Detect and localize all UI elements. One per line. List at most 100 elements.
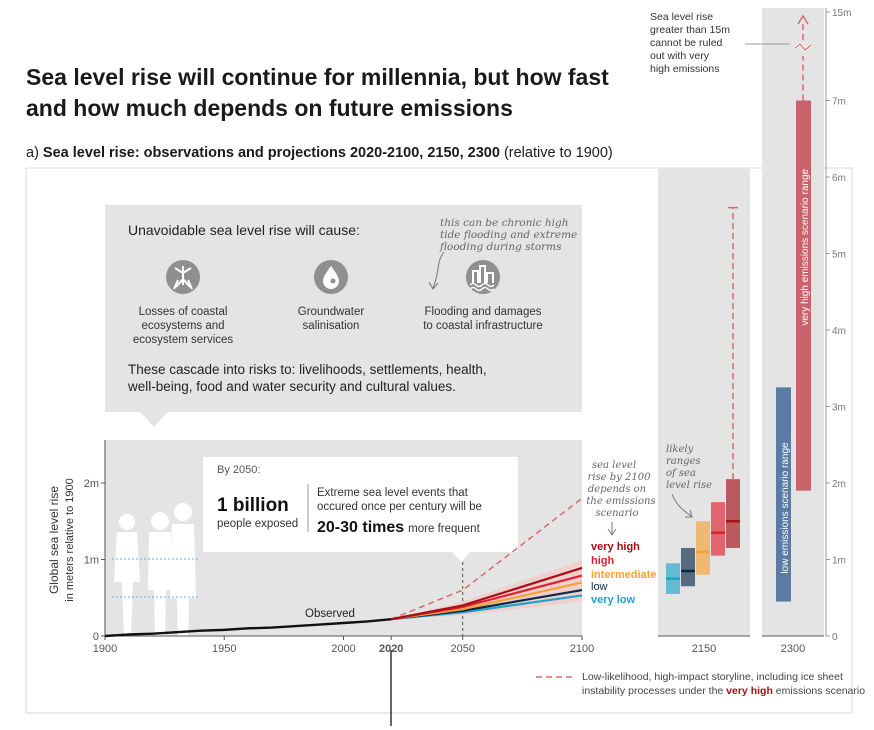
handnote-line-3: flooding during storms bbox=[439, 241, 562, 253]
right-y-tick-label: 15m bbox=[832, 8, 851, 19]
buildings-glyph bbox=[472, 265, 494, 283]
y-axis-left: 0 1m 2m bbox=[84, 440, 106, 643]
figure-frame bbox=[25, 167, 853, 714]
frequency-suffix: more frequent bbox=[408, 523, 480, 535]
handnote-line-2: tide flooding and extreme bbox=[440, 229, 577, 241]
cascade-line-1: These cascade into risks to: livelihoods… bbox=[128, 362, 487, 377]
impact-label-3a: Flooding and damages bbox=[425, 306, 542, 318]
panel-2300 bbox=[762, 8, 824, 636]
scenario-line-very-high bbox=[390, 566, 583, 621]
by2050-box bbox=[203, 457, 518, 562]
storyline-legend: Low-likelihood, high-impact storyline, i… bbox=[536, 671, 865, 697]
range-2300-very-high-emissions bbox=[796, 100, 811, 491]
water-drop-glyph bbox=[323, 266, 339, 289]
likely-line-4: level rise bbox=[666, 480, 712, 491]
top-note-line-4: out with very bbox=[650, 50, 710, 62]
storyline-2300-arrowhead bbox=[797, 14, 809, 25]
projection-layer bbox=[104, 497, 583, 638]
subtitle-prefix: a) bbox=[26, 145, 43, 161]
x-axis: 1900 1950 2000 2020 2050 2100 bbox=[93, 635, 594, 655]
impact-labels: Losses of coastal ecosystems and ecosyst… bbox=[133, 306, 543, 346]
right-y-tick-label: 1m bbox=[832, 556, 846, 567]
y-tick-label: 2m bbox=[84, 478, 99, 490]
likely-note: likely ranges of sea level rise bbox=[666, 444, 712, 491]
right-y-tick-label: 0 bbox=[832, 632, 838, 643]
scenario-label-intermediate: intermediate bbox=[591, 569, 656, 581]
water-drop-dot bbox=[330, 278, 336, 284]
projection-uncertainty-band bbox=[391, 560, 582, 620]
bars-layer: 2150 2300 low emissions scenario range very… bbox=[658, 14, 824, 655]
by2100-line-4: the emissions bbox=[586, 496, 655, 507]
scenario-label-very-low: very low bbox=[591, 594, 635, 606]
observed-label: Observed bbox=[305, 608, 355, 620]
flooded-buildings-icon bbox=[466, 260, 500, 294]
storyline-2100-line bbox=[390, 497, 583, 620]
person-head-2 bbox=[151, 512, 169, 530]
y-tick-label: 0 bbox=[93, 631, 99, 643]
person-body-3 bbox=[170, 524, 196, 636]
x-tick-label: 2000 bbox=[331, 643, 355, 655]
handnote-arrow bbox=[428, 251, 445, 290]
likely-line-2: ranges bbox=[666, 456, 701, 467]
legend-suffix: emissions scenario bbox=[773, 685, 865, 697]
figure-title: Sea level rise will continue for millenn… bbox=[26, 64, 609, 121]
top-note-line-2: greater than 15m bbox=[650, 24, 730, 36]
impact-label-1a: Losses of coastal bbox=[139, 306, 228, 318]
by2100-line-1: sea level bbox=[592, 460, 636, 471]
x-tick-label: 2050 bbox=[451, 643, 475, 655]
range-2150-very-high bbox=[726, 479, 740, 549]
x-tick-label: 2100 bbox=[570, 643, 594, 655]
events-line-2: occured once per century will be bbox=[317, 501, 482, 513]
person-body-2 bbox=[148, 532, 172, 636]
ylabel-sub: in meters relative to 1900 bbox=[64, 478, 76, 602]
by2050-callout: By 2050: 1 billion people exposed Extrem… bbox=[203, 457, 518, 562]
scenario-label-low: low bbox=[591, 581, 608, 593]
x-tick-label: 1950 bbox=[212, 643, 236, 655]
x-tick-label: 2020 bbox=[379, 643, 403, 655]
subtitle-bold: Sea level rise: observations and project… bbox=[42, 145, 500, 161]
impact-label-1c: ecosystem services bbox=[133, 334, 234, 346]
cascade-line-2: well-being, food and water security and … bbox=[127, 379, 456, 394]
scenario-labels: very high high intermediate low very low bbox=[591, 541, 656, 606]
frequency-text: 20-30 times more frequent bbox=[317, 519, 481, 536]
person-head-1 bbox=[119, 514, 135, 530]
ylabel-main: Global sea level rise bbox=[47, 486, 61, 594]
mangrove-icon-glyph bbox=[173, 266, 193, 290]
legend-line-2: instability processes under the very hig… bbox=[582, 685, 865, 697]
callout-heading: Unavoidable sea level rise will cause: bbox=[128, 222, 360, 238]
range-2150-high bbox=[711, 502, 725, 556]
by2100-arrow bbox=[607, 522, 617, 536]
top-note-line-1: Sea level rise bbox=[650, 11, 713, 23]
impact-label-2b: salinisation bbox=[303, 320, 360, 332]
axis-break-mark bbox=[794, 43, 812, 51]
y-axis-title: Global sea level rise in meters relative… bbox=[47, 478, 76, 602]
handnote-line-1: this can be chronic high bbox=[440, 217, 569, 229]
right-y-tick-label: 4m bbox=[832, 326, 846, 337]
very-high-emissions-range-label: very high emissions scenario range bbox=[800, 168, 811, 325]
range-2150-intermediate bbox=[696, 521, 710, 575]
top-note-line-5: high emissions bbox=[650, 63, 719, 75]
impacts-callout: Unavoidable sea level rise will cause: L… bbox=[105, 205, 582, 427]
subtitle-suffix: (relative to 1900) bbox=[499, 145, 613, 161]
top-note-line-3: cannot be ruled bbox=[650, 37, 723, 49]
figure-subtitle: a) Sea level rise: observations and proj… bbox=[26, 145, 613, 161]
billion-label: people exposed bbox=[217, 518, 298, 530]
y-tick-label: 1m bbox=[84, 555, 99, 567]
impact-label-3b: to coastal infrastructure bbox=[423, 320, 543, 332]
waves-glyph bbox=[469, 282, 495, 292]
impact-label-1b: ecosystems and bbox=[141, 320, 224, 332]
x-tick-label-2300: 2300 bbox=[781, 643, 805, 655]
person-head-3 bbox=[174, 503, 192, 521]
y-axis-right: 0 1m 2m 3m 4m 5m 6m 7m 15m bbox=[825, 8, 851, 643]
legend-prefix: instability processes under the bbox=[582, 685, 726, 697]
right-y-tick-label: 6m bbox=[832, 173, 846, 184]
callout-handnote: this can be chronic high tide flooding a… bbox=[439, 217, 577, 253]
legend-bold: very high bbox=[726, 685, 773, 697]
impact-label-2a: Groundwater bbox=[298, 306, 365, 318]
likely-line-1: likely bbox=[666, 444, 694, 455]
by2050-heading: By 2050: bbox=[217, 464, 260, 476]
by2100-line-5: scenario bbox=[595, 508, 638, 519]
x-tick-label: 1900 bbox=[93, 643, 117, 655]
right-y-tick-label: 7m bbox=[832, 97, 846, 108]
